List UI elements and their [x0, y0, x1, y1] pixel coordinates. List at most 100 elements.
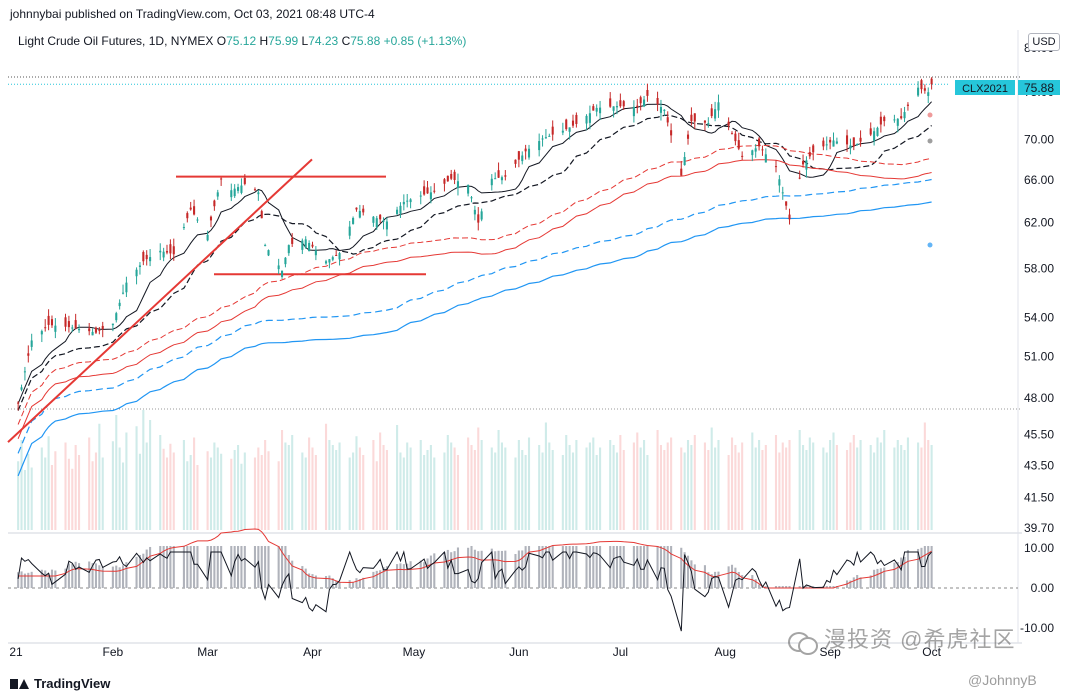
trend-lines: [7, 158, 426, 443]
osc-histogram-bar: [544, 546, 547, 588]
osc-histogram-bar: [659, 546, 663, 588]
candle-body: [538, 141, 541, 151]
osc-histogram-bar: [825, 586, 828, 588]
candle-body: [686, 134, 690, 139]
osc-histogram-bar: [23, 573, 26, 588]
osc-histogram-bar: [778, 586, 781, 588]
volume-bar: [426, 450, 429, 530]
osc-histogram-bar: [64, 568, 67, 588]
osc-histogram-bar: [754, 579, 757, 588]
osc-histogram-bar: [670, 546, 673, 588]
osc-signal-line: [18, 528, 932, 589]
osc-histogram-bar: [686, 555, 690, 588]
candle-body: [406, 200, 409, 202]
osc-histogram-bar: [592, 546, 595, 588]
volume-bar: [927, 440, 930, 530]
legend-low-label: L: [301, 34, 309, 48]
osc-histogram-bar: [781, 586, 784, 588]
osc-histogram-bar: [121, 565, 125, 588]
volume-bar: [264, 440, 267, 530]
volume-bar: [372, 440, 375, 530]
volume-bar: [308, 437, 311, 530]
volume-bar: [693, 435, 696, 530]
candle-body: [338, 253, 341, 260]
volume-bar: [517, 440, 520, 530]
volume-bar: [845, 450, 849, 530]
volume-bar: [240, 463, 243, 530]
legend-change: +0.85 (+1.13%): [383, 34, 467, 48]
volume-bar: [686, 440, 690, 530]
ma-20-line: [17, 114, 932, 411]
osc-histogram-bar: [588, 546, 591, 588]
osc-histogram-bar: [470, 546, 473, 588]
volume-bar: [98, 423, 101, 530]
volume-bar: [17, 461, 20, 530]
volume-bar: [893, 447, 896, 530]
candle-body: [785, 201, 788, 206]
volume-bar: [561, 455, 564, 530]
volume-bar: [291, 435, 294, 530]
footer-brand[interactable]: TradingView: [10, 676, 110, 691]
osc-tick-0: 10.00: [1024, 541, 1054, 555]
volume-bar: [314, 455, 317, 530]
osc-histogram-bar: [196, 546, 199, 588]
volume-bar: [879, 442, 882, 530]
volume-bar: [27, 453, 30, 530]
volume-bar: [121, 462, 125, 530]
candle-body: [741, 155, 744, 157]
candle-body: [761, 149, 764, 151]
osc-histogram-bar: [734, 567, 737, 588]
legend-high-label: H: [259, 34, 269, 48]
candle-body: [308, 242, 311, 252]
candle-body: [358, 210, 361, 218]
osc-histogram-bar: [348, 580, 351, 588]
candle-body: [666, 117, 669, 123]
osc-histogram-bar: [548, 546, 551, 588]
osc-histogram-bar: [91, 563, 94, 588]
moving-averages: [17, 101, 932, 477]
volume-bar: [703, 442, 706, 530]
volume-bar: [237, 445, 240, 530]
volume-bar: [125, 432, 128, 530]
osc-histogram-bar: [118, 567, 121, 588]
time-tick-jul: Jul: [613, 645, 628, 659]
candle-body: [514, 159, 517, 164]
volume-bar: [670, 437, 673, 530]
candle-body: [196, 219, 199, 221]
volume-bar: [433, 457, 436, 530]
volume-bar: [409, 447, 412, 530]
volume-bar: [44, 457, 47, 530]
volume-bar: [599, 447, 602, 530]
osc-histogram-bar: [561, 546, 564, 588]
candlesticks: [17, 77, 933, 411]
osc-histogram-bar: [385, 566, 388, 588]
osc-histogram-bar: [169, 546, 172, 588]
volume-bar: [829, 440, 832, 530]
volume-bar: [328, 440, 331, 530]
volume-bar: [47, 436, 50, 530]
osc-histogram-bar: [852, 577, 855, 588]
osc-histogram-bar: [541, 546, 544, 588]
volume-bar: [477, 427, 480, 530]
candle-body: [588, 113, 591, 123]
volume-bar: [54, 451, 57, 530]
volume-bar: [206, 451, 209, 530]
volume-bar: [609, 440, 612, 530]
candle-body: [920, 80, 923, 90]
osc-histogram-bar: [94, 563, 98, 588]
osc-histogram-bar: [849, 580, 852, 588]
volume-bar: [196, 465, 199, 530]
price-tag-value-box: [1018, 80, 1060, 95]
osc-histogram-bar: [923, 546, 926, 588]
currency-button[interactable]: USD: [1028, 33, 1060, 51]
volume-bar: [869, 445, 872, 530]
candle-body: [551, 126, 554, 135]
candle-body: [869, 128, 872, 135]
osc-histogram-bar: [785, 586, 788, 588]
osc-histogram-bar: [331, 578, 334, 588]
candle-body: [162, 251, 165, 258]
candle-body: [253, 189, 257, 191]
candle-body: [220, 178, 223, 180]
osc-histogram-bar: [352, 582, 355, 588]
